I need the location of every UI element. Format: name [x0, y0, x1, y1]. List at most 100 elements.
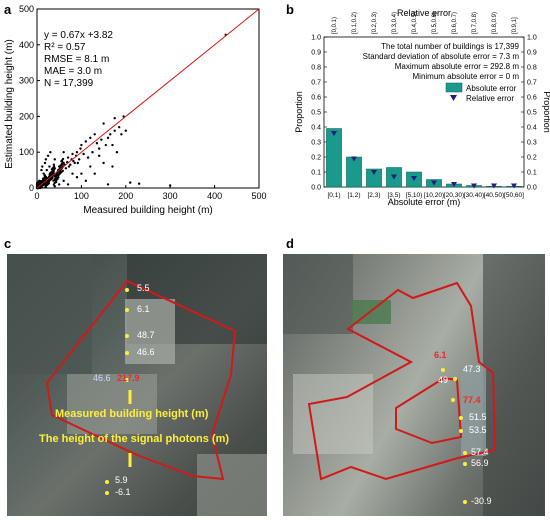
data-point — [64, 167, 68, 170]
height-label: 5.5 — [137, 283, 150, 293]
x-tick-label: [2,3) — [367, 192, 380, 199]
data-point — [113, 116, 116, 120]
data-point — [40, 186, 43, 189]
y-tick-label-right: 0.5 — [527, 110, 537, 117]
data-point — [120, 133, 123, 136]
relative-error-marker — [411, 176, 417, 181]
data-point — [80, 172, 83, 175]
y-tick-label: 500 — [19, 4, 34, 14]
top-tick-label: [0.1,0.2) — [352, 12, 358, 34]
data-point — [75, 151, 79, 154]
data-point — [46, 183, 49, 186]
data-point — [48, 165, 51, 168]
data-point — [44, 185, 48, 189]
height-label: 47.3 — [463, 364, 481, 374]
data-point — [93, 172, 96, 175]
data-point — [40, 168, 43, 172]
photo-d-shapes — [283, 254, 545, 516]
annotation-2: Standard deviation of absolute error = 7… — [363, 52, 520, 61]
photon-point — [125, 308, 129, 312]
data-point — [129, 181, 132, 184]
data-point — [66, 183, 70, 186]
data-point — [66, 156, 70, 159]
stat-line-1: y = 0.67x +3.82 — [44, 30, 113, 41]
y-tick-label: 100 — [19, 147, 34, 157]
top-tick-label: [0,0.1) — [332, 17, 338, 34]
data-point — [84, 140, 88, 143]
height-label: 57.4 — [471, 447, 489, 457]
top-axis-label: Relative error — [397, 8, 451, 18]
height-label: 48.7 — [137, 330, 155, 340]
data-point — [79, 147, 82, 150]
photon-point — [125, 288, 129, 292]
relative-error-marker — [391, 174, 397, 180]
data-point — [76, 161, 80, 165]
building-inner-outline-d — [395, 376, 463, 445]
data-point — [124, 129, 128, 132]
data-point — [82, 152, 85, 156]
data-point — [91, 151, 94, 154]
data-point — [106, 136, 110, 140]
data-point — [37, 180, 40, 183]
annotation-4: Minimum absolute error = 0 m — [413, 72, 520, 81]
y-tick-label: 0.5 — [311, 110, 321, 117]
data-point — [109, 133, 112, 136]
x-tick-label: [50,60] — [504, 192, 524, 199]
data-point — [106, 183, 110, 186]
photo-c-shapes — [7, 254, 267, 516]
x-tick-label: [30,40) — [464, 192, 484, 199]
y-tick-label-right: 0.7 — [527, 80, 537, 87]
data-point — [89, 136, 92, 140]
stat-line-3: RMSE = 8.1 m — [44, 54, 109, 65]
y-tick-label: 0.4 — [311, 125, 321, 132]
photon-point — [463, 451, 467, 455]
data-point — [137, 182, 141, 185]
data-point — [42, 177, 45, 180]
data-point — [46, 154, 50, 157]
top-tick-label: [0.4,0.5) — [412, 12, 418, 34]
y-tick-label: 400 — [19, 40, 34, 50]
y-tick-label-right: 0.9 — [527, 50, 537, 57]
stat-line-4: MAE = 3.0 m — [44, 66, 102, 77]
y-tick-label-right: 0.4 — [527, 125, 537, 132]
height-label: 49 — [438, 375, 449, 385]
identity-line — [36, 8, 260, 189]
data-point — [71, 172, 74, 175]
data-point — [111, 143, 114, 147]
aerial-photo-c: 5.5 6.1 48.7 46.6 46.6 217.9 5.9 -6.1 Me… — [7, 254, 267, 516]
panel-label-d: d — [286, 236, 294, 251]
top-tick-label: [0.7,0.8) — [472, 12, 478, 34]
x-tick-label: 500 — [251, 191, 266, 201]
annotation-3: Maximum absolute error = 292.8 m — [395, 62, 520, 71]
y-tick-label: 0.0 — [311, 185, 321, 192]
x-tick-label: [1,2) — [347, 192, 360, 199]
x-tick-label: 0 — [34, 191, 39, 201]
height-label: -6.1 — [115, 487, 131, 497]
data-point — [44, 158, 48, 161]
relative-error-marker — [351, 156, 357, 162]
legend-absolute-error: Absolute error — [466, 84, 517, 93]
y-tick-label: 0.7 — [311, 80, 321, 87]
measured-height-label: 6.1 — [434, 350, 447, 360]
y-tick-label: 0 — [29, 183, 34, 193]
top-tick-label: [0.9,1] — [512, 17, 518, 34]
data-point — [42, 172, 45, 175]
data-point — [41, 165, 44, 168]
measured-height-label: 217.9 — [117, 373, 140, 383]
photon-point — [463, 462, 467, 466]
x-tick-label: [20,30) — [444, 192, 464, 199]
data-point — [93, 133, 96, 136]
data-point — [169, 184, 172, 187]
data-point — [53, 185, 56, 188]
photon-point — [459, 416, 463, 420]
data-point — [113, 129, 116, 132]
height-label: 6.1 — [137, 304, 150, 314]
y-tick-label-right: 0.2 — [527, 155, 537, 162]
relative-error-marker — [471, 183, 477, 189]
x-tick-label: [5,10) — [406, 192, 423, 199]
y-tick-label: 0.8 — [311, 65, 321, 72]
data-point — [97, 147, 101, 150]
data-point — [49, 172, 52, 175]
height-label: -30.9 — [471, 496, 492, 506]
annotation-1: The total number of buildings is 17,399 — [381, 42, 519, 51]
